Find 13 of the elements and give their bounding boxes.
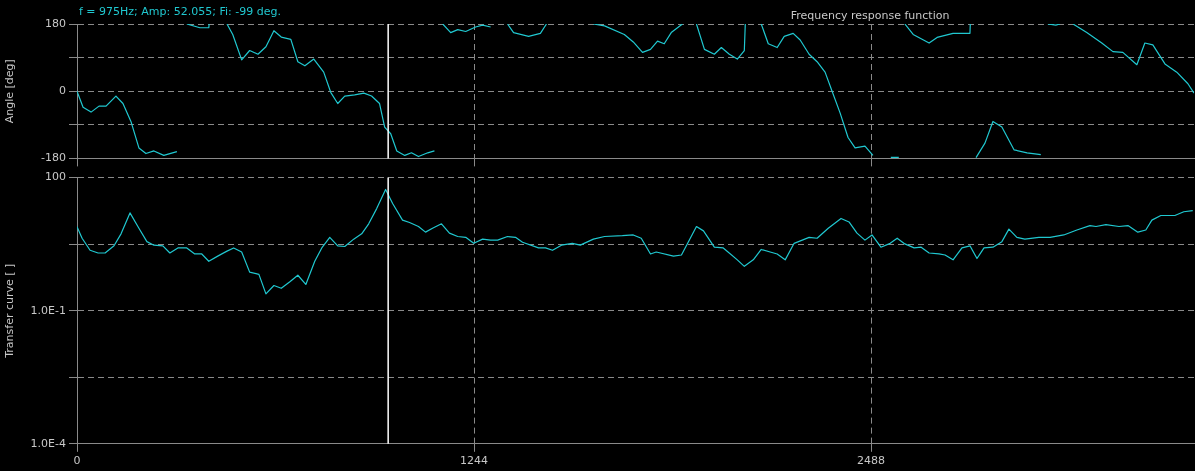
y-tick-label: 180 (45, 16, 66, 30)
y-axis-title: Angle [deg] (3, 59, 17, 124)
x-tick-label: 1244 (460, 454, 489, 468)
chart-title: Frequency response function (790, 8, 950, 22)
y-tick-label: 1.0E-1 (30, 303, 66, 317)
y-tick-label: 1.0E-4 (30, 436, 66, 450)
x-tick-label: 0 (73, 454, 81, 468)
y-axis-title: Transfer curve [ ] (3, 263, 17, 359)
text: f = 975Hz; Amp: 52.055; Fi: -99 deg. (79, 4, 281, 18)
y-tick-label: 0 (59, 84, 66, 98)
x-tick-label: 2488 (857, 454, 886, 468)
y-tick-label: -180 (41, 151, 66, 165)
y-tick-label: 100 (45, 170, 66, 184)
